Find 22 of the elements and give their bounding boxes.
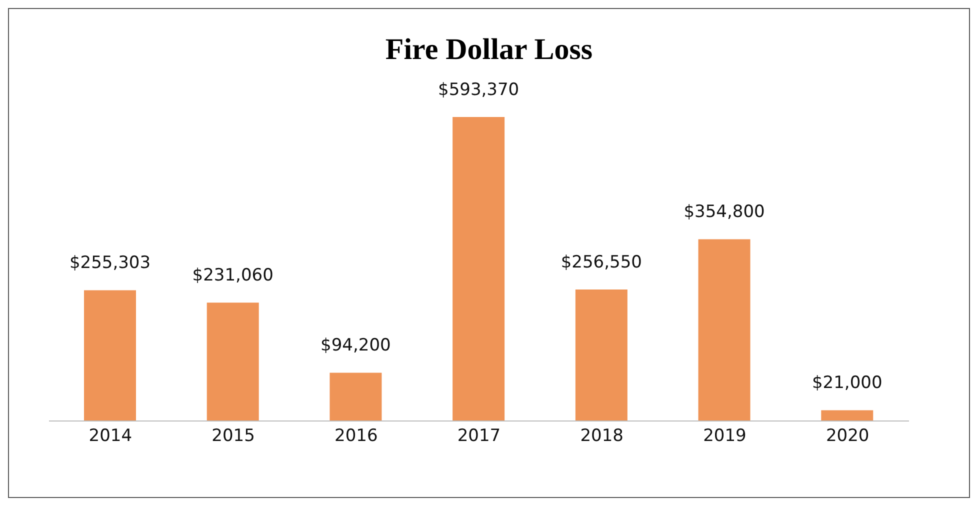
bar	[84, 290, 136, 421]
bar	[698, 239, 750, 421]
data-label: $256,550	[560, 252, 642, 273]
data-label: $354,800	[684, 202, 765, 222]
data-label: $94,200	[320, 336, 391, 356]
chart-title: Fire Dollar Loss	[384, 33, 594, 67]
x-tick-label: 2017	[457, 426, 501, 446]
x-tick-label: 2020	[826, 426, 870, 446]
bar	[821, 410, 874, 421]
bar	[206, 302, 259, 421]
bar	[330, 372, 382, 421]
data-label: $255,303	[69, 253, 151, 274]
x-tick-label: 2015	[212, 426, 255, 446]
data-label: $21,000	[812, 373, 882, 394]
data-label: $593,370	[438, 80, 520, 100]
x-tick-label: 2019	[703, 426, 746, 446]
x-tick-label: 2018	[580, 426, 624, 446]
bar	[452, 117, 505, 421]
data-label: $231,060	[192, 266, 274, 286]
bar	[575, 290, 628, 421]
x-tick-label: 2014	[88, 426, 132, 446]
x-tick-label: 2016	[334, 426, 378, 446]
